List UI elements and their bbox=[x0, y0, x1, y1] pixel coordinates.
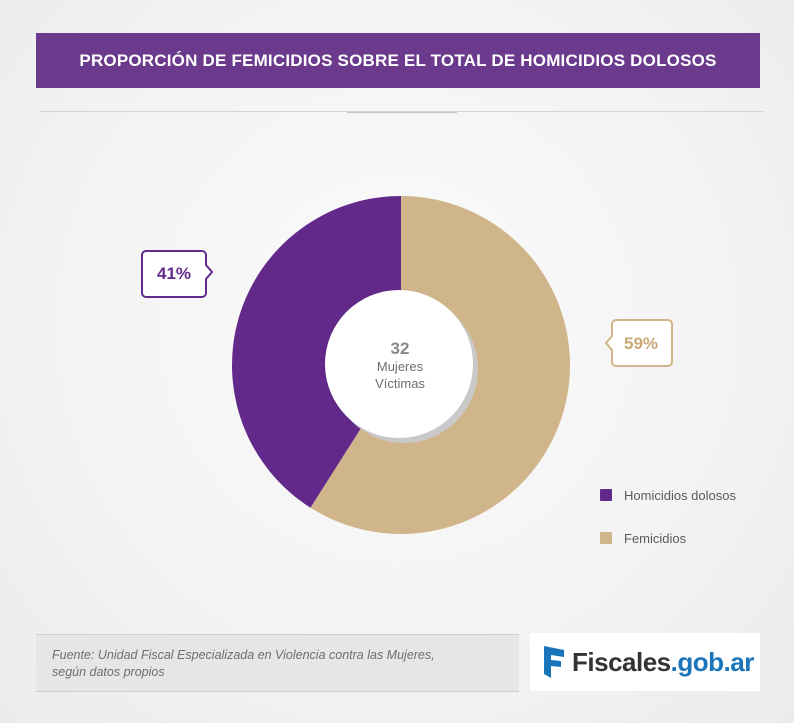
legend-label: Homicidios dolosos bbox=[624, 487, 736, 503]
logo-text-domain: .gob.ar bbox=[670, 647, 755, 677]
flag-f-icon bbox=[544, 646, 564, 678]
divider-accent bbox=[347, 112, 457, 113]
legend-swatch bbox=[600, 532, 612, 544]
source-line-1: Fuente: Unidad Fiscal Especializada en V… bbox=[52, 648, 435, 662]
slice-homicidios-dolosos bbox=[232, 196, 401, 508]
center-number: 32 bbox=[391, 339, 410, 358]
data-label-femicidios: 59% bbox=[624, 334, 658, 353]
source-line-2: según datos propios bbox=[52, 665, 165, 679]
data-label-homicidios: 41% bbox=[157, 264, 191, 283]
legend-item-homicidios: Homicidios dolosos bbox=[600, 484, 736, 506]
logo-text: Fiscales.gob.ar bbox=[572, 649, 754, 675]
legend: Homicidios dolosos Femicidios bbox=[600, 484, 736, 570]
logo[interactable]: Fiscales.gob.ar bbox=[530, 633, 760, 691]
center-label-line1: Mujeres bbox=[377, 359, 424, 374]
callout-femicidios: 59% bbox=[604, 319, 673, 367]
legend-label: Femicidios bbox=[624, 530, 687, 546]
donut-hole bbox=[325, 290, 473, 438]
legend-swatch bbox=[600, 489, 612, 501]
source-note: Fuente: Unidad Fiscal Especializada en V… bbox=[52, 647, 435, 681]
logo-text-fiscales: Fiscales bbox=[572, 647, 671, 677]
callout-homicidios: 41% bbox=[141, 250, 214, 298]
chart-title: PROPORCIÓN DE FEMICIDIOS SOBRE EL TOTAL … bbox=[79, 50, 717, 70]
chart-title-bar: PROPORCIÓN DE FEMICIDIOS SOBRE EL TOTAL … bbox=[36, 33, 760, 88]
legend-item-femicidios: Femicidios bbox=[600, 527, 736, 549]
source-box: Fuente: Unidad Fiscal Especializada en V… bbox=[36, 634, 519, 692]
divider bbox=[40, 111, 764, 112]
center-label-line2: Víctimas bbox=[375, 376, 425, 391]
